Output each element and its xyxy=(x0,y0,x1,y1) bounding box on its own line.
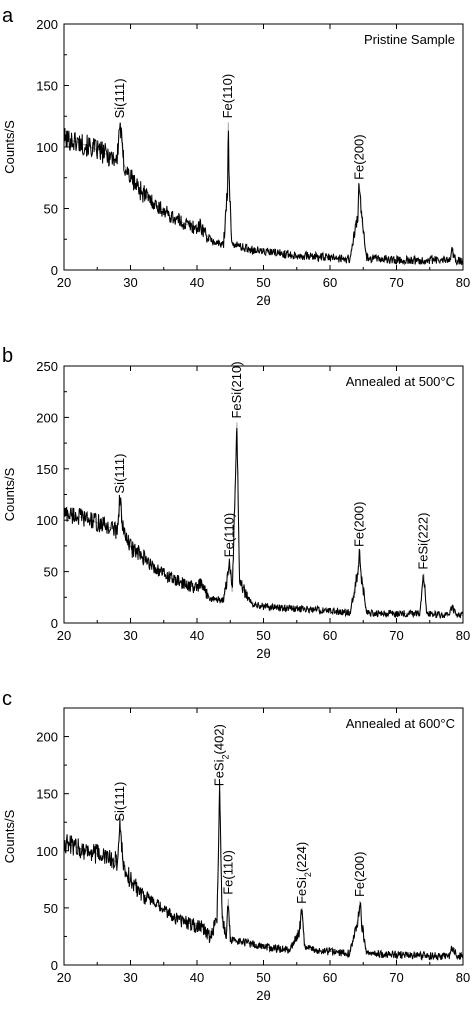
plot-frame xyxy=(63,707,464,966)
peak-label: FeSi(210) xyxy=(229,361,244,418)
x-tick-label: 40 xyxy=(190,275,204,290)
y-tick-label: 50 xyxy=(44,202,58,217)
y-axis-title: Counts/S xyxy=(2,809,17,863)
peak-label: Fe(200) xyxy=(352,852,367,898)
y-tick-label: 150 xyxy=(36,787,58,802)
panel-letter: a xyxy=(2,5,14,27)
y-axis-title: Counts/S xyxy=(2,120,17,174)
x-tick-label: 20 xyxy=(57,275,71,290)
peak-label: Fe(200) xyxy=(351,134,366,180)
xrd-pattern-line xyxy=(63,122,464,266)
xrd-pattern-envelope xyxy=(63,790,464,958)
x-tick-label: 30 xyxy=(123,970,137,985)
y-tick-label: 100 xyxy=(36,140,58,155)
peak-label: Si(111) xyxy=(112,782,127,822)
x-tick-label: 50 xyxy=(256,275,270,290)
peak-label: Si(111) xyxy=(112,454,127,494)
panel-title: Annealed at 600°C xyxy=(346,716,455,731)
y-tick-label: 250 xyxy=(36,359,58,374)
panel-letter: b xyxy=(2,345,13,367)
peak-label: Si(111) xyxy=(112,78,127,118)
x-axis-title: 2θ xyxy=(256,293,270,308)
x-tick-label: 40 xyxy=(190,628,204,643)
x-tick-label: 60 xyxy=(323,275,337,290)
y-tick-label: 200 xyxy=(36,17,58,32)
peak-label: Fe(110) xyxy=(220,74,235,119)
y-tick-label: 50 xyxy=(44,565,58,580)
x-tick-label: 30 xyxy=(123,275,137,290)
x-tick-label: 50 xyxy=(256,970,270,985)
panel-b: b 20 30 40 50 60 70 80 0 50 100 150 200 250 2θ Counts/S… xyxy=(2,345,470,661)
x-tick-label: 70 xyxy=(389,628,403,643)
xrd-pattern-envelope xyxy=(63,422,464,617)
panel-c: c 20 30 40 50 60 70 80 0 50 100 150 200 2θ Counts/S Ann… xyxy=(2,688,470,1003)
y-tick-label: 0 xyxy=(51,263,58,278)
plot-frame xyxy=(63,23,464,271)
x-tick-label: 70 xyxy=(389,275,403,290)
x-tick-label: 60 xyxy=(323,628,337,643)
peak-label: Fe(110) xyxy=(222,513,237,558)
y-tick-label: 0 xyxy=(51,958,58,973)
x-tick-label: 60 xyxy=(323,970,337,985)
panel-letter: c xyxy=(2,688,12,710)
x-tick-label: 40 xyxy=(190,970,204,985)
x-axis-title: 2θ xyxy=(256,988,270,1003)
y-tick-label: 100 xyxy=(36,844,58,859)
y-tick-label: 200 xyxy=(36,730,58,745)
peak-label: FeSi2(402) xyxy=(212,724,231,786)
y-tick-label: 100 xyxy=(36,513,58,528)
y-tick-label: 150 xyxy=(36,462,58,477)
x-tick-label: 80 xyxy=(456,970,470,985)
panel-title: Pristine Sample xyxy=(364,32,455,47)
x-tick-label: 20 xyxy=(57,970,71,985)
y-axis-title: Counts/S xyxy=(2,467,17,521)
y-tick-label: 200 xyxy=(36,410,58,425)
x-tick-label: 20 xyxy=(57,628,71,643)
x-tick-label: 80 xyxy=(456,275,470,290)
x-axis-title: 2θ xyxy=(256,646,270,661)
panel-a: a 20 30 40 50 60 70 80 0 50 100 150 200 2θ Counts/S Pri… xyxy=(2,5,470,308)
panel-title: Annealed at 500°C xyxy=(346,374,455,389)
x-tick-label: 30 xyxy=(123,628,137,643)
peak-label: Fe(110) xyxy=(220,850,235,895)
y-tick-label: 0 xyxy=(51,616,58,631)
peak-label: FeSi(222) xyxy=(416,513,431,570)
x-tick-label: 70 xyxy=(389,970,403,985)
peak-label: FeSi2(224) xyxy=(294,842,313,904)
y-tick-label: 50 xyxy=(44,901,58,916)
xrd-pattern-envelope xyxy=(63,122,464,262)
xrd-pattern-line xyxy=(63,427,464,619)
y-tick-label: 150 xyxy=(36,79,58,94)
x-tick-label: 50 xyxy=(256,628,270,643)
peak-label: Fe(200) xyxy=(351,502,366,548)
xrd-pattern-line xyxy=(63,781,464,961)
x-tick-label: 80 xyxy=(456,628,470,643)
